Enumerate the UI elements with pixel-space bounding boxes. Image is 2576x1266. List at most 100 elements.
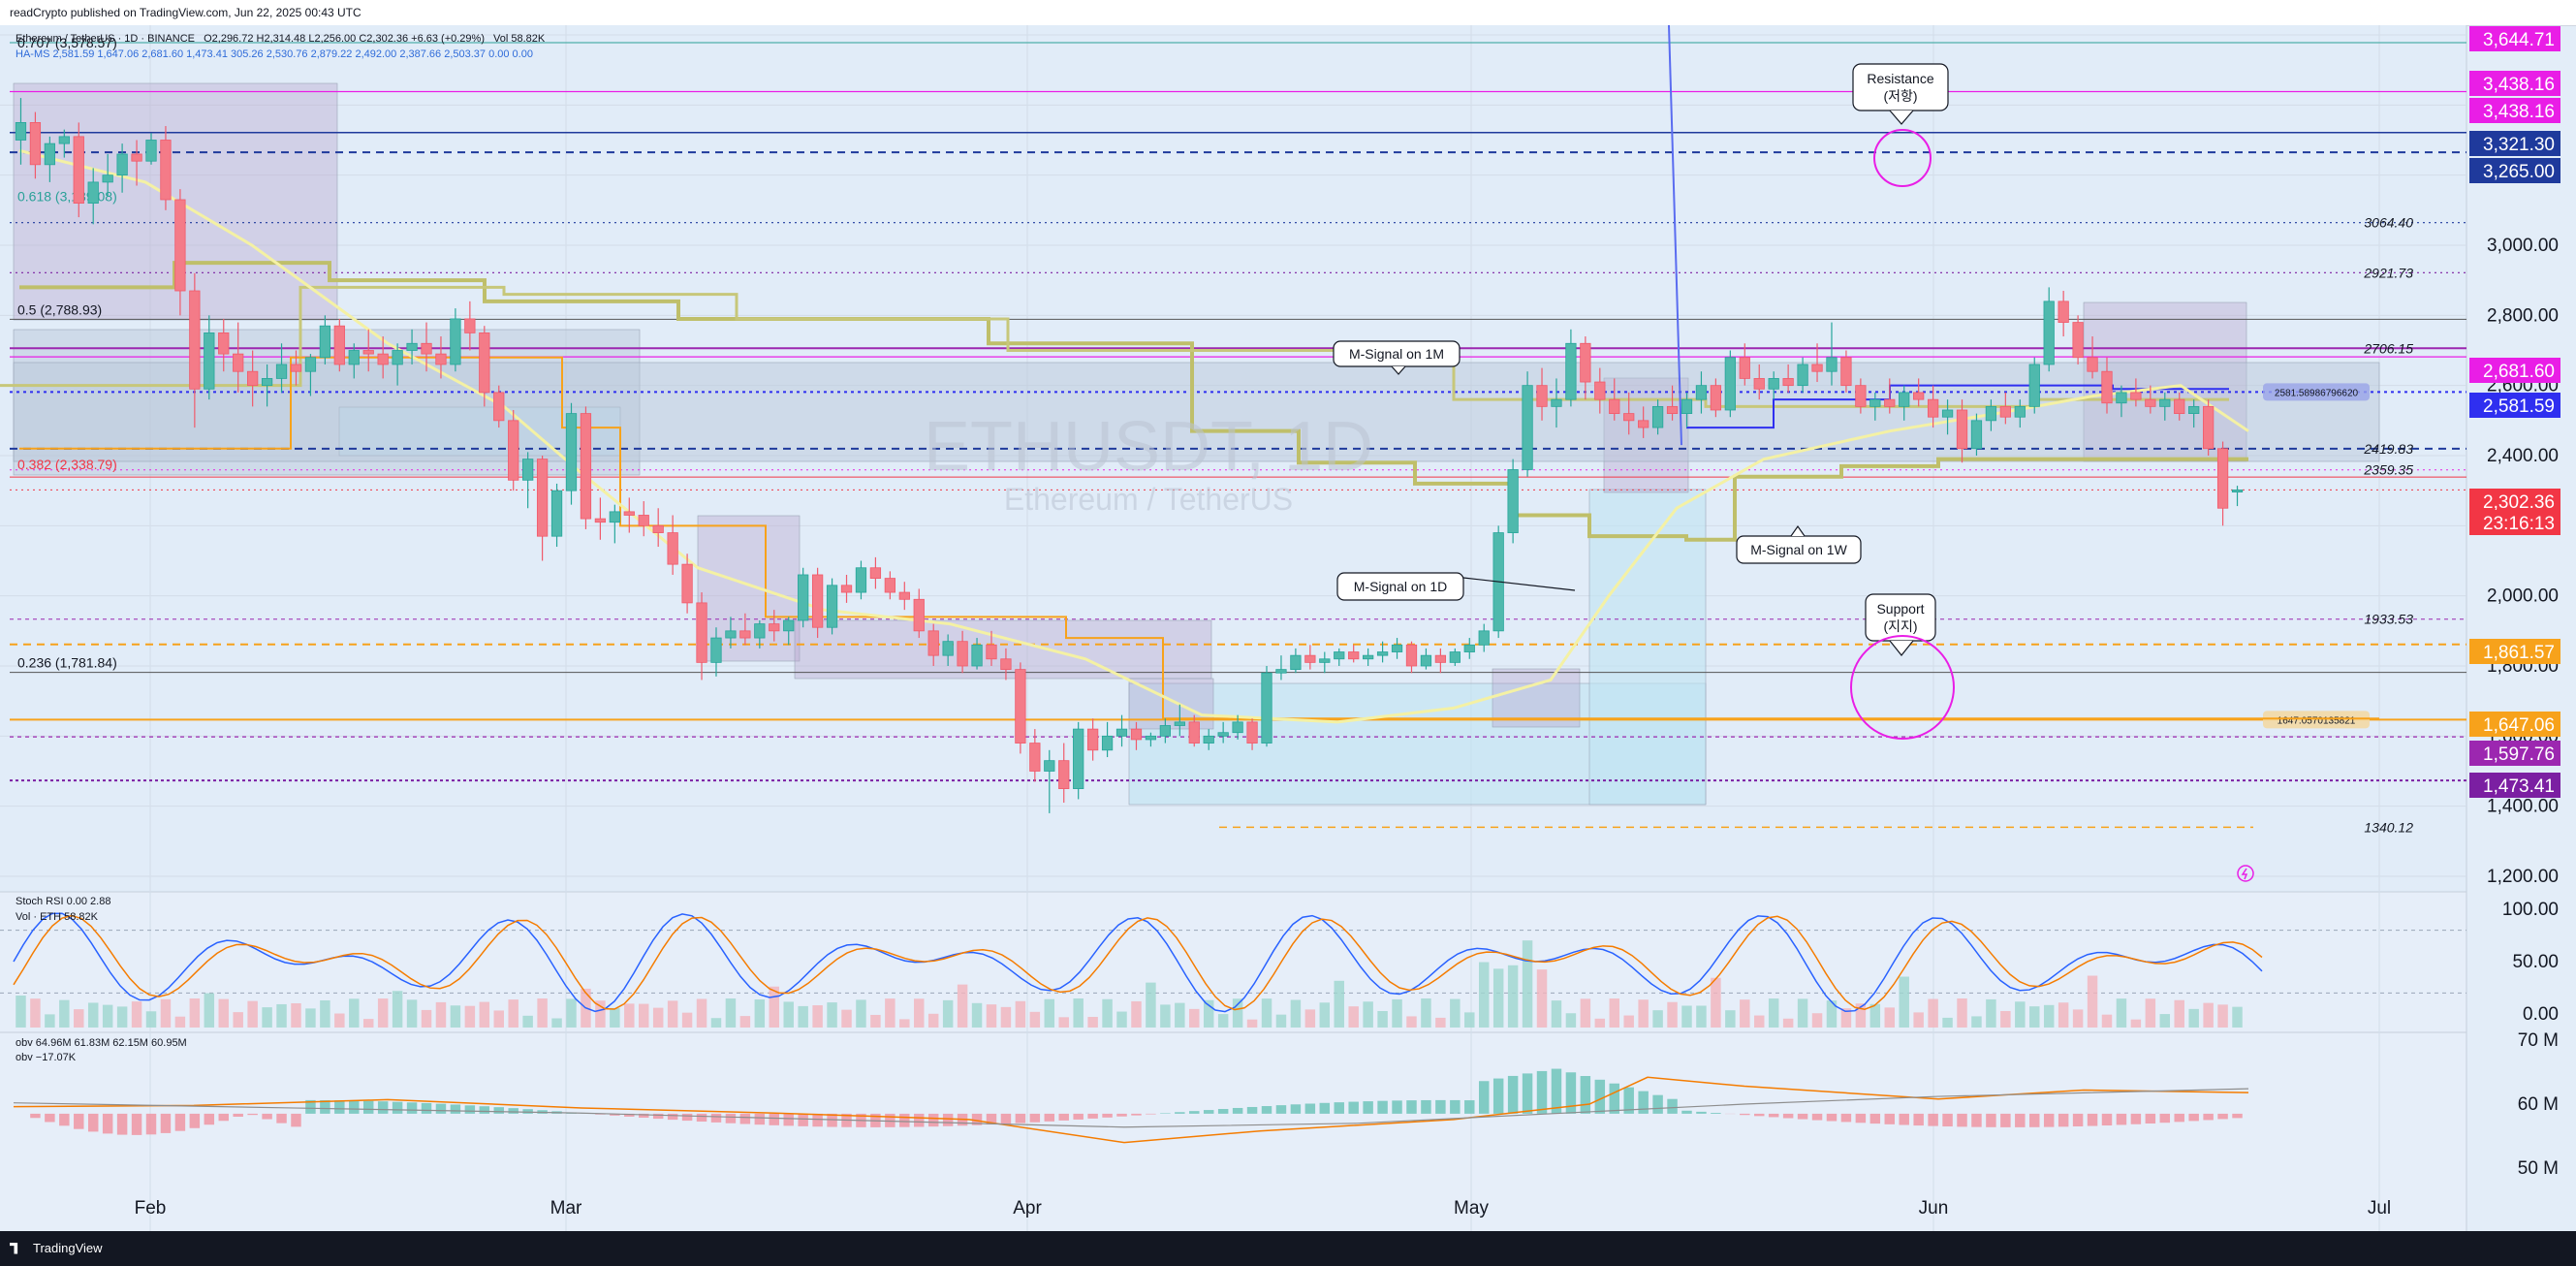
- m-signal-1d-callout: M-Signal on 1D: [1336, 572, 1576, 601]
- m-signal-1m-label: M-Signal on 1M: [1349, 346, 1444, 362]
- candle-body: [2188, 405, 2200, 415]
- volume-bar: [2101, 1014, 2113, 1028]
- candle-body: [1203, 735, 1214, 744]
- price-badge: [2469, 358, 2560, 383]
- candle-body: [855, 567, 867, 593]
- obv-histogram-bar: [2116, 1113, 2127, 1125]
- volume-bar: [16, 996, 26, 1028]
- volume-bar: [1304, 1009, 1316, 1028]
- volume-bar: [1811, 1013, 1823, 1028]
- candle-body: [1058, 760, 1070, 789]
- candle-body: [493, 392, 505, 422]
- volume-bar: [1116, 1011, 1127, 1028]
- candle-body: [550, 490, 563, 537]
- obv-histogram-bar: [1116, 1113, 1127, 1117]
- obv-histogram-bar: [1913, 1113, 1924, 1126]
- volume-bar: [1725, 1010, 1736, 1028]
- obv-histogram-bar: [681, 1113, 693, 1122]
- candle-body: [29, 122, 42, 166]
- volume-bar: [1015, 1000, 1026, 1028]
- legend-ohlc: O2,296.72 H2,314.48 L2,256.00 C2,302.36 …: [204, 33, 485, 45]
- volume-bar: [2043, 1004, 2055, 1028]
- obv-histogram-bar: [479, 1106, 490, 1114]
- obv-histogram-bar: [2000, 1113, 2011, 1127]
- chart-area[interactable]: 0.707 (3,578.57) 0.618 (3,139.08) 0.5 (2,7…: [0, 18, 2576, 1231]
- obv-histogram-bar: [1160, 1113, 1171, 1114]
- y-tick-label: 1,200.00: [2487, 867, 2559, 887]
- candle-body: [450, 318, 461, 365]
- volume-bar: [551, 1018, 562, 1028]
- legend-ha-ms: HA-MS 2,581.59 1,647.06 2,681.60 1,473.4…: [16, 48, 533, 60]
- volume-bar: [276, 1003, 287, 1028]
- obv-histogram-bar: [116, 1113, 128, 1135]
- candle-body: [1623, 413, 1635, 422]
- volume-bar: [1797, 998, 1808, 1028]
- volume-bar: [1319, 1002, 1331, 1028]
- obv-histogram-bar: [247, 1113, 258, 1116]
- obv-histogram-bar: [174, 1113, 186, 1131]
- x-tick-label: Jun: [1919, 1198, 1949, 1219]
- price-badge: [2469, 26, 2560, 51]
- candle-body: [15, 122, 27, 141]
- obv-histogram-bar: [2188, 1113, 2199, 1122]
- volume-bar: [783, 1001, 794, 1028]
- candle-body: [1246, 721, 1258, 744]
- obv-histogram-bar: [305, 1099, 316, 1114]
- support-circle: [1850, 635, 1955, 740]
- obv-histogram-bar: [1073, 1113, 1084, 1120]
- obv-histogram-bar: [1696, 1111, 1707, 1114]
- obv-histogram-bar: [30, 1113, 41, 1119]
- candle-body: [696, 602, 707, 663]
- candle-body: [1999, 405, 2011, 418]
- candle-body: [1115, 728, 1128, 737]
- alert-icon[interactable]: [2237, 865, 2254, 882]
- obv-histogram-bar: [1131, 1113, 1142, 1116]
- volume-bar: [624, 1003, 635, 1028]
- obv-histogram-bar: [1638, 1091, 1649, 1114]
- obv-histogram-bar: [145, 1113, 157, 1135]
- obv-histogram-bar: [2015, 1113, 2026, 1127]
- candle-body: [1522, 385, 1533, 470]
- obv-histogram-bar: [639, 1113, 649, 1119]
- candle-body: [913, 598, 925, 632]
- obv-histogram-bar: [1840, 1113, 1852, 1123]
- zone-box: [1588, 489, 1707, 806]
- obv-line: [13, 1076, 2249, 1144]
- obv-histogram-bar: [1275, 1105, 1287, 1114]
- candles: [15, 98, 2244, 813]
- obv-histogram-bar: [942, 1113, 954, 1126]
- candle-body: [971, 644, 983, 667]
- obv-histogram-bar: [798, 1113, 808, 1126]
- level-label: 0.618 (3,139.08): [17, 189, 117, 205]
- y-tick-label: 2,400.00: [2487, 446, 2559, 466]
- obv-histogram-bar: [710, 1113, 722, 1123]
- volume-bar: [1971, 1016, 1982, 1028]
- obv-histogram-bar: [1217, 1109, 1229, 1114]
- stoch-tick-label: 0.00: [2523, 1004, 2559, 1025]
- obv-histogram-bar: [1768, 1113, 1779, 1118]
- x-tick-label: Feb: [135, 1198, 167, 1219]
- volume-bar: [957, 984, 968, 1028]
- obv-histogram-bar: [160, 1113, 172, 1133]
- candle-body: [1405, 644, 1418, 667]
- volume-bar: [2116, 998, 2127, 1028]
- volume-bar: [1232, 998, 1243, 1028]
- price-badge-label: 3,438.16: [2483, 102, 2555, 122]
- volume-bar: [45, 1014, 55, 1028]
- candle-body: [1956, 409, 1968, 450]
- obv-histogram-bar: [218, 1113, 229, 1122]
- candle-body: [290, 364, 302, 372]
- candle-body: [204, 332, 215, 390]
- tradingview-logo[interactable]: TradingView: [10, 1241, 103, 1255]
- volume-bar: [59, 999, 70, 1028]
- volume-bar: [885, 998, 895, 1028]
- price-badge-label: 1,647.06: [2483, 715, 2555, 736]
- stoch-k-line: [13, 912, 2263, 1013]
- candle-body: [1927, 398, 1939, 418]
- obv-histogram-bar: [2058, 1113, 2069, 1127]
- obv-histogram-bar: [624, 1113, 635, 1117]
- volume-bar: [914, 998, 925, 1028]
- candle-body: [2174, 398, 2185, 414]
- volume-bar: [1594, 1018, 1606, 1028]
- chart-svg[interactable]: 0.707 (3,578.57) 0.618 (3,139.08) 0.5 (2,7…: [0, 18, 2576, 1231]
